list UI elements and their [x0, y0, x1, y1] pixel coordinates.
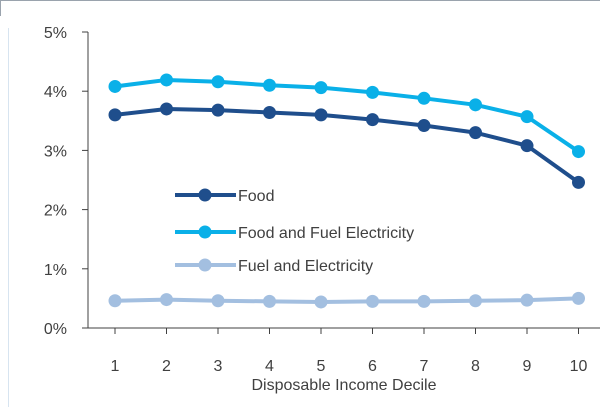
data-point [108, 79, 122, 93]
x-tick-label: 4 [265, 358, 274, 375]
x-tick-label: 1 [111, 358, 120, 375]
data-point [160, 73, 173, 87]
x-tick-label: 7 [420, 358, 429, 375]
data-point [572, 175, 585, 189]
data-point [417, 91, 431, 105]
data-point [314, 295, 328, 309]
data-point [469, 126, 482, 140]
series-line [114, 106, 580, 184]
y-tick-label: 4% [44, 84, 67, 101]
legend-label: Food and Fuel Electricity [238, 225, 414, 242]
y-tick-label: 3% [44, 143, 67, 160]
chart-legend: Food Food and Fuel Electricity Fuel and El… [175, 188, 414, 275]
series-2 [108, 73, 585, 159]
x-tick-label: 2 [162, 358, 171, 375]
series-3 [108, 291, 585, 309]
legend-item: Food and Fuel Electricity [175, 225, 414, 242]
y-axis-ticks: 0% 1% 2% 3% 4% 5% [44, 25, 88, 338]
data-point [263, 294, 276, 308]
x-axis-ticks: 1 2 3 4 5 6 7 8 9 10 [111, 328, 588, 375]
legend-swatch-marker [198, 225, 212, 239]
data-point [211, 103, 225, 117]
legend-swatch-marker [198, 188, 212, 202]
legend-item: Food [175, 188, 274, 205]
data-point [314, 81, 328, 95]
legend-swatch-marker [198, 258, 212, 272]
y-tick-label: 0% [44, 321, 67, 338]
x-axis-title: Disposable Income Decile [252, 377, 437, 394]
data-point [417, 119, 431, 133]
data-point [366, 85, 379, 99]
series-1 [108, 102, 585, 189]
data-point [108, 294, 122, 308]
legend-item: Fuel and Electricity [175, 258, 373, 275]
data-point [160, 102, 173, 116]
x-tick-label: 6 [368, 358, 377, 375]
data-point [108, 108, 122, 122]
data-point [366, 113, 379, 127]
data-point [314, 108, 328, 122]
data-point [520, 139, 534, 153]
data-point [469, 98, 482, 112]
legend-label: Fuel and Electricity [238, 258, 373, 275]
series-line [114, 77, 580, 154]
data-point [520, 293, 534, 307]
x-tick-label: 10 [570, 358, 588, 375]
x-tick-label: 9 [523, 358, 532, 375]
data-point [211, 75, 225, 89]
chart-area-left-edge [8, 28, 9, 407]
y-tick-label: 2% [44, 203, 67, 220]
data-point [469, 294, 482, 308]
chart-axes [87, 32, 600, 329]
data-point [366, 294, 379, 308]
data-point [211, 294, 225, 308]
x-tick-label: 8 [471, 358, 480, 375]
legend-label: Food [238, 188, 274, 205]
chart-frame-top-border [0, 0, 600, 1]
y-tick-label: 5% [44, 25, 67, 42]
data-point [572, 145, 585, 159]
y-tick-label: 1% [44, 262, 67, 279]
data-point [160, 293, 173, 307]
data-point [263, 106, 276, 120]
series-line [114, 296, 579, 304]
data-point [520, 110, 534, 124]
chart-frame-left-border [0, 0, 1, 16]
chart-series [108, 73, 585, 309]
x-tick-label: 3 [214, 358, 223, 375]
data-point [417, 294, 431, 308]
data-point [263, 78, 276, 92]
data-point [572, 291, 585, 305]
x-tick-label: 5 [317, 358, 326, 375]
